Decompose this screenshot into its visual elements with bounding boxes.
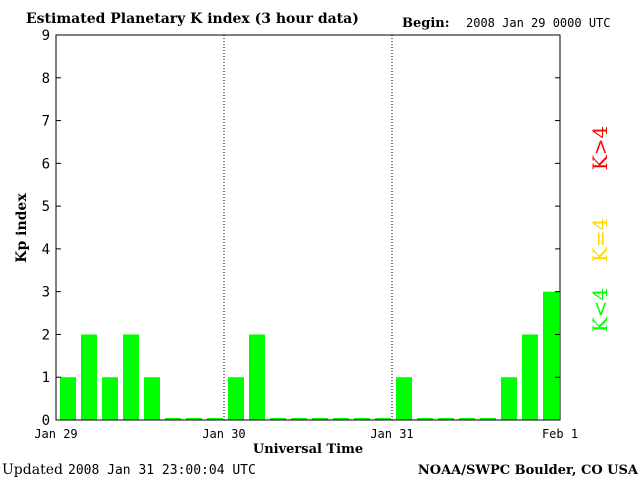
kp-bar: [333, 418, 349, 420]
kp-bar: [186, 418, 202, 420]
begin-value: 2008 Jan 29 0000 UTC: [466, 16, 611, 30]
begin-label: Begin:: [402, 16, 450, 31]
kp-bar: [291, 418, 307, 420]
y-tick-label: 2: [42, 327, 50, 343]
kp-bar: [312, 418, 328, 420]
x-tick-label: Jan 31: [370, 427, 413, 441]
kp-bar: [480, 418, 496, 420]
kp-bar: [522, 334, 538, 420]
footer-updated-label: Updated: [2, 462, 63, 478]
y-tick-label: 4: [42, 242, 50, 258]
kp-bar: [81, 334, 97, 420]
legend-item: K<4: [588, 288, 612, 332]
y-tick-label: 3: [42, 285, 50, 301]
kp-bar: [375, 418, 391, 420]
y-tick-label: 8: [42, 71, 50, 87]
footer-updated-value: 2008 Jan 31 23:00:04 UTC: [68, 463, 256, 478]
kp-bar: [459, 418, 475, 420]
kp-bar: [144, 377, 160, 420]
footer-credit: NOAA/SWPC Boulder, CO USA: [418, 463, 639, 478]
y-tick-label: 6: [42, 156, 50, 172]
kp-bar: [228, 377, 244, 420]
y-tick-label: 1: [42, 370, 50, 386]
y-tick-label: 9: [42, 28, 50, 44]
x-axis-label: Universal Time: [253, 442, 363, 457]
kp-bar: [396, 377, 412, 420]
kp-bar: [354, 418, 370, 420]
legend-item: K=4: [588, 218, 612, 262]
x-tick-label: Jan 30: [202, 427, 245, 441]
chart-title: Estimated Planetary K index (3 hour data…: [26, 11, 359, 27]
plot-area: 0 1 2 3 4 5 6 7 8 9 Jan 29 Jan 30 Jan 31 Feb 1: [34, 28, 578, 441]
y-tick-label: 5: [42, 199, 50, 215]
plot-frame: [55, 34, 561, 421]
kp-bar: [102, 377, 118, 420]
x-tick-label: Feb 1: [542, 427, 578, 441]
y-tick-label: 7: [42, 114, 50, 130]
y-tick-label: 0: [42, 413, 50, 429]
kp-bar: [438, 418, 454, 420]
kp-bar: [249, 334, 265, 420]
kp-bar: [123, 334, 139, 420]
kp-bar: [165, 418, 181, 420]
kp-bar: [501, 377, 517, 420]
kp-bar: [543, 291, 559, 420]
kp-bar: [270, 418, 286, 420]
x-tick-label: Jan 29: [34, 427, 77, 441]
kp-bar: [207, 418, 223, 420]
kp-bar: [417, 418, 433, 420]
kp-bar: [60, 377, 76, 420]
legend-item: K>4: [588, 126, 612, 170]
y-axis-label: Kp index: [14, 193, 30, 263]
legend: K<4 K=4 K>4: [588, 126, 612, 332]
